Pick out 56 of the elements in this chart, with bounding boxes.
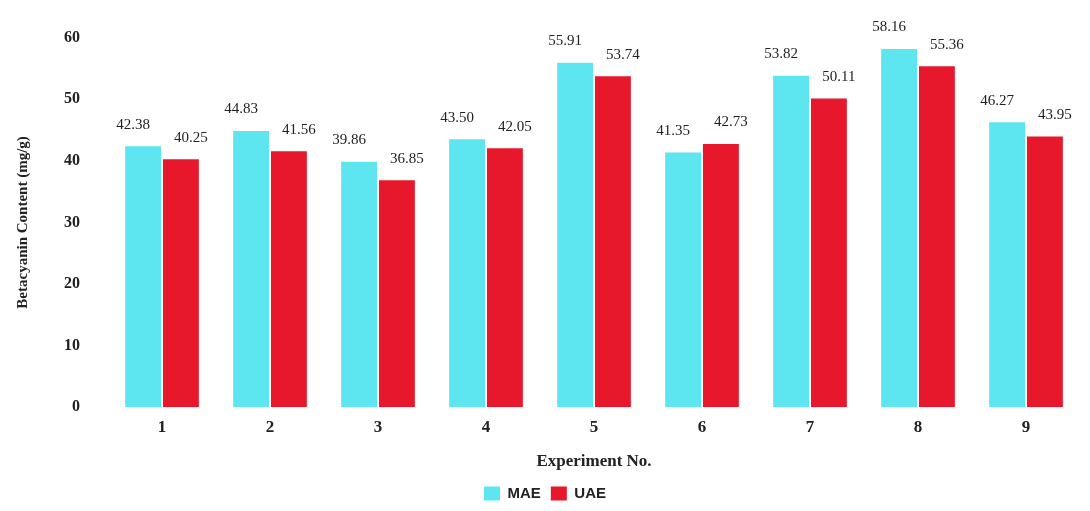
x-tick-label: 7 [805, 416, 815, 436]
data-label: 53.74 [606, 45, 641, 62]
y-tick-label: 60 [64, 27, 80, 45]
data-label: 42.38 [116, 115, 150, 132]
y-tick-label: 10 [64, 335, 80, 353]
data-label: 39.86 [332, 131, 367, 148]
x-tick-label: 1 [157, 416, 167, 436]
bar [125, 146, 162, 408]
bar [449, 139, 486, 408]
data-label: 43.95 [1038, 105, 1072, 122]
y-tick-label: 30 [64, 212, 80, 230]
x-tick-label: 8 [913, 416, 923, 436]
data-label: 42.05 [498, 117, 532, 134]
data-label: 42.73 [714, 113, 748, 130]
bar [989, 122, 1026, 408]
y-tick-label: 40 [64, 150, 80, 168]
data-label: 55.36 [930, 35, 965, 52]
x-tick-label: 6 [697, 416, 707, 436]
bar [341, 161, 378, 408]
x-tick-label: 4 [481, 416, 491, 436]
bar [810, 98, 847, 408]
legend-label: MAE [507, 483, 541, 501]
data-label: 50.11 [822, 67, 856, 84]
bar [378, 180, 415, 408]
x-tick-label: 3 [373, 416, 383, 436]
bar [162, 159, 199, 408]
bar [665, 152, 702, 408]
data-label: 55.91 [548, 32, 582, 49]
bar [1026, 136, 1063, 408]
y-tick-label: 50 [64, 89, 80, 107]
x-axis-title: Experiment No. [536, 451, 652, 471]
data-label: 41.56 [282, 120, 317, 137]
legend-label: UAE [574, 483, 606, 501]
y-axis-title: Betacyanin Content (mg/g) [13, 136, 31, 309]
bar [702, 143, 739, 408]
x-tick-label: 9 [1021, 416, 1031, 436]
data-label: 58.16 [872, 18, 907, 35]
y-tick-label: 0 [72, 397, 80, 415]
bar [557, 62, 594, 408]
y-tick-label: 20 [64, 274, 80, 292]
bar [881, 48, 918, 408]
x-tick-label: 5 [589, 416, 599, 436]
data-label: 44.83 [224, 100, 258, 117]
data-label: 41.35 [656, 121, 690, 138]
bar [594, 76, 631, 408]
bar [918, 66, 955, 408]
bar [773, 75, 810, 408]
data-label: 43.50 [440, 108, 474, 125]
bar [486, 148, 523, 408]
bar [270, 151, 307, 408]
data-label: 46.27 [980, 91, 1015, 108]
x-tick-label: 2 [265, 416, 275, 436]
data-label: 40.25 [174, 128, 208, 145]
bar [233, 131, 270, 408]
data-label: 53.82 [764, 45, 798, 62]
data-label: 36.85 [390, 149, 424, 166]
